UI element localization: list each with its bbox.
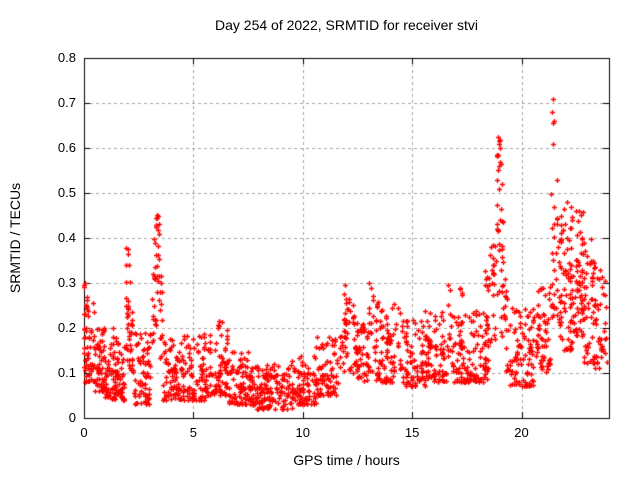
y-tick-label: 0.2: [57, 320, 76, 335]
y-tick-label: 0.5: [57, 185, 76, 200]
y-tick-label: 0: [68, 410, 76, 425]
x-axis-label: GPS time / hours: [293, 452, 400, 468]
y-tick-label: 0.7: [57, 95, 76, 110]
chart-title: Day 254 of 2022, SRMTID for receiver stv…: [215, 17, 478, 33]
y-tick-label: 0.6: [57, 140, 76, 155]
y-tick-label: 0.1: [57, 365, 76, 380]
x-tick-label: 0: [80, 425, 88, 440]
y-tick-label: 0.8: [57, 50, 76, 65]
x-tick-label: 10: [295, 425, 310, 440]
y-tick-label: 0.4: [57, 230, 76, 245]
x-tick-label: 20: [514, 425, 529, 440]
x-tick-label: 5: [189, 425, 197, 440]
x-tick-label: 15: [404, 425, 420, 440]
y-tick-label: 0.3: [57, 275, 76, 290]
